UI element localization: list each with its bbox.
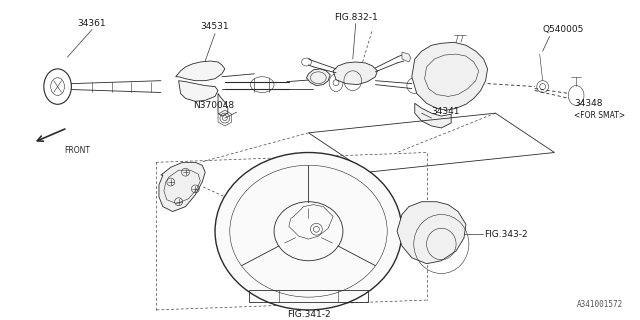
- Polygon shape: [415, 103, 451, 128]
- Text: 34361: 34361: [77, 19, 106, 28]
- Ellipse shape: [215, 153, 402, 310]
- Bar: [250, 290, 367, 302]
- Polygon shape: [412, 42, 488, 110]
- Text: <FOR SMAT>: <FOR SMAT>: [574, 111, 625, 120]
- Polygon shape: [159, 162, 205, 212]
- Text: N370048: N370048: [193, 101, 235, 110]
- Polygon shape: [397, 202, 466, 264]
- Polygon shape: [175, 61, 225, 81]
- Text: FIG.341-2: FIG.341-2: [287, 310, 330, 319]
- Text: FRONT: FRONT: [65, 146, 90, 155]
- Polygon shape: [307, 69, 330, 85]
- Polygon shape: [218, 93, 228, 116]
- Polygon shape: [402, 52, 411, 62]
- Text: 34531: 34531: [201, 22, 229, 31]
- Polygon shape: [179, 81, 218, 101]
- Text: 34348: 34348: [574, 99, 603, 108]
- Text: 34341: 34341: [431, 107, 460, 116]
- Text: Q540005: Q540005: [543, 25, 584, 35]
- Polygon shape: [333, 62, 378, 84]
- Text: A341001572: A341001572: [577, 300, 623, 309]
- Text: FIG.343-2: FIG.343-2: [484, 230, 527, 239]
- Text: FIG.832-1: FIG.832-1: [334, 13, 378, 22]
